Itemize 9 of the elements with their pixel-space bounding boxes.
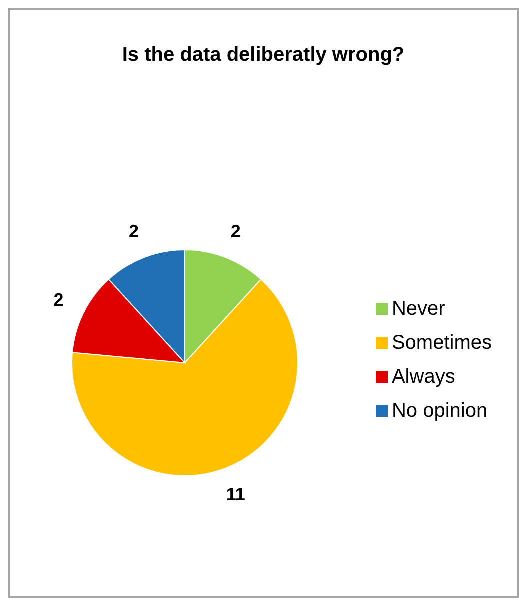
legend-label: Always <box>392 365 456 390</box>
legend-label: Never <box>392 297 446 322</box>
data-label: 2 <box>54 290 64 310</box>
data-label: 2 <box>230 222 241 242</box>
legend-label: No opinion <box>392 399 488 424</box>
data-label: 11 <box>226 484 246 504</box>
chart-title: Is the data deliberatly wrong? <box>121 44 406 67</box>
data-label: 2 <box>129 222 140 242</box>
legend-label: Sometimes <box>392 331 492 356</box>
